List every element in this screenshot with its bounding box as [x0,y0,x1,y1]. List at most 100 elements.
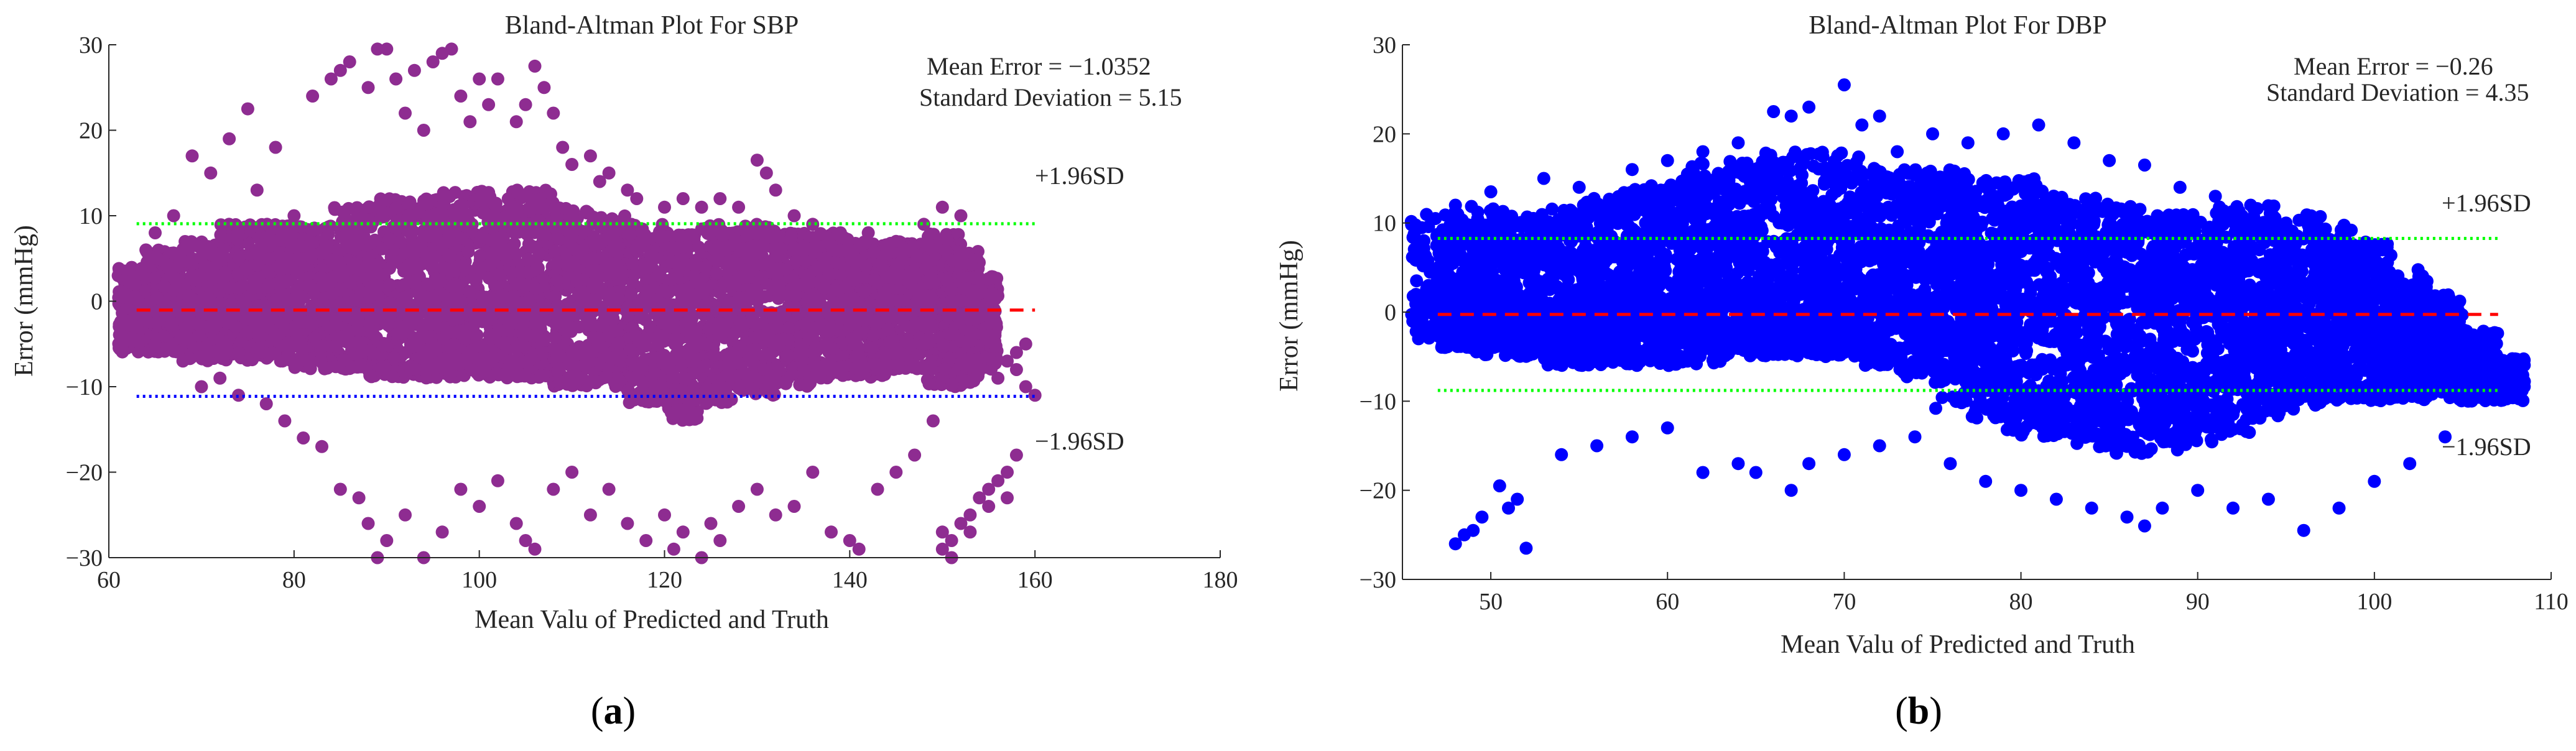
data-point [489,196,503,210]
data-point [638,352,652,366]
data-point [476,206,490,220]
data-point [457,208,471,221]
data-point [820,337,833,351]
data-point [374,192,387,206]
data-point [117,317,131,331]
data-point [750,330,764,344]
data-point [718,256,732,270]
data-point [406,241,420,254]
data-point [213,296,227,310]
data-point [565,344,579,358]
data-point [224,281,238,295]
data-point [449,349,463,363]
data-point [812,240,826,254]
data-point [340,226,354,240]
data-point [113,328,126,342]
data-point [662,321,675,334]
data-point [115,339,129,352]
data-point [404,300,417,314]
data-point [711,241,725,254]
data-point [825,359,838,372]
data-point [598,305,612,319]
data-point [351,238,365,252]
data-point [666,241,679,254]
data-point [231,225,245,239]
data-point [813,260,827,274]
panel-sbp: Bland-Altman Plot For SBP 60 80 100 120 140 1… [10,11,1238,732]
data-point [425,291,438,304]
data-point [565,227,579,241]
data-point [192,329,206,343]
data-point [793,378,807,392]
data-point [774,262,787,275]
data-point [635,375,649,389]
data-point [661,352,674,366]
data-point [639,339,652,353]
data-point [665,255,679,269]
data-point [447,262,460,276]
data-point [674,403,687,417]
data-point [290,339,303,352]
data-point [337,353,351,367]
data-point [191,239,205,253]
data-point [325,287,339,300]
data-point [343,325,356,338]
data-point [216,335,230,349]
data-point [403,208,416,222]
data-point [474,230,488,244]
data-point [368,258,381,272]
data-point [475,185,489,198]
data-point [636,291,650,305]
data-point [575,371,589,385]
data-point [534,369,548,382]
data-point [493,268,507,282]
data-point [261,320,274,333]
data-point [461,245,475,259]
data-point [585,252,598,266]
data-point [177,254,190,268]
data-point [741,251,755,264]
data-point [741,268,755,282]
data-point [687,406,700,420]
data-point [524,193,538,207]
data-point [586,281,600,295]
data-point [185,269,199,282]
data-point [302,279,316,292]
data-point [683,321,697,335]
data-point [279,275,292,288]
data-point [670,333,684,346]
data-point [262,277,276,291]
data-point [532,214,545,228]
data-point [518,369,532,383]
data-point [697,359,711,373]
data-point [550,257,563,270]
data-point [402,258,416,272]
data-point [294,315,307,329]
data-point [593,238,606,251]
data-point [632,239,646,252]
data-point [682,305,695,319]
data-point [314,354,328,367]
data-point [610,324,624,338]
data-point [120,301,134,315]
data-point [776,306,789,320]
data-point [167,283,180,297]
data-point [771,229,784,243]
data-point [437,197,451,211]
data-point [511,205,524,219]
data-point [148,271,162,285]
data-point [189,303,203,317]
data-point [363,344,377,357]
data-point [590,375,603,389]
data-point [193,350,207,364]
data-point [567,256,580,269]
data-point [511,310,525,324]
data-point [368,312,382,326]
data-point [626,276,639,289]
chart-title: Bland-Altman Plot For SBP [505,11,799,40]
data-point [363,369,377,382]
data-point [190,317,203,331]
data-point [611,264,624,278]
data-point [552,301,566,315]
